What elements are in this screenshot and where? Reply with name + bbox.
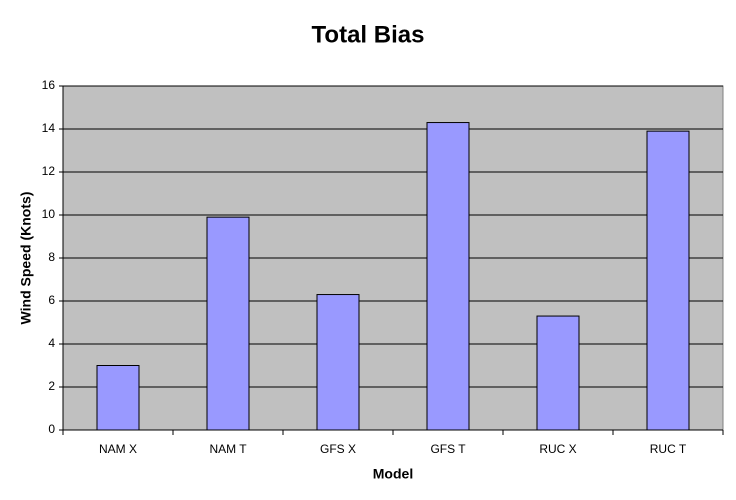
y-tick-label: 8 [48,250,55,264]
x-tick-label: RUC X [539,442,576,456]
x-axis-label: Model [373,466,413,482]
bar [646,130,690,431]
x-tick-label: NAM X [99,442,137,456]
x-tick-label: GFS X [320,442,356,456]
bar [426,122,470,431]
y-tick-label: 14 [42,121,56,135]
y-tick-label: 10 [42,207,56,221]
x-tick-label: GFS T [430,442,466,456]
y-tick-label: 0 [48,422,55,436]
x-tick-label: RUC T [650,442,687,456]
bar [206,216,250,431]
y-tick-label: 6 [48,293,55,307]
bar [536,315,580,431]
bar [96,365,140,431]
y-tick-label: 12 [42,164,56,178]
y-tick-label: 4 [48,336,55,350]
bar [316,294,360,431]
x-tick-label: NAM T [209,442,247,456]
y-axis-label: Wind Speed (Knots) [18,192,34,325]
y-tick-label: 2 [48,379,55,393]
y-tick-label: 16 [42,78,56,92]
chart-title: Total Bias [312,21,425,48]
